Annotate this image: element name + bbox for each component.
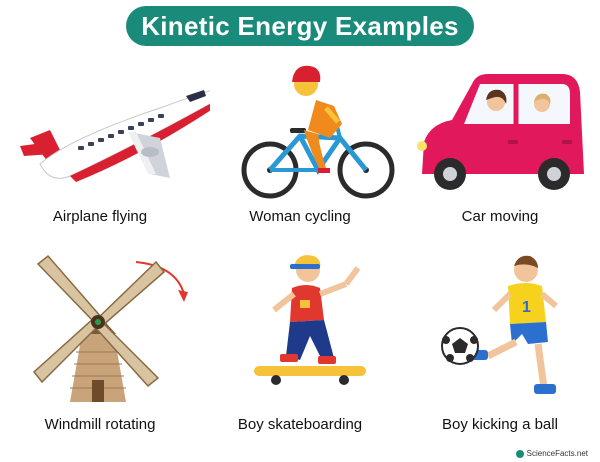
example-airplane: Airplane flying: [0, 60, 210, 240]
logo-text: ScienceFacts.net: [526, 449, 588, 458]
airplane-icon: [20, 90, 210, 182]
example-soccer: 1 Boy kicking a ball: [400, 250, 600, 440]
logo-mark-icon: [515, 449, 524, 458]
caption-soccer: Boy kicking a ball: [442, 416, 558, 433]
caption-skateboarder: Boy skateboarding: [237, 416, 363, 433]
skateboarder-icon: [254, 255, 366, 385]
example-windmill: Windmill rotating: [0, 250, 200, 440]
example-cyclist: Woman cycling: [200, 60, 400, 240]
caption-cyclist: Woman cycling: [249, 208, 351, 225]
example-skateboarder: Boy skateboarding: [200, 250, 400, 440]
cyclist-icon: [241, 65, 395, 199]
caption-airplane: Airplane flying: [52, 208, 148, 225]
caption-windmill: Windmill rotating: [44, 416, 156, 433]
caption-car: Car moving: [461, 208, 539, 225]
site-logo: ScienceFacts.net: [515, 449, 588, 458]
soccer-player-icon: 1: [441, 255, 558, 394]
title-banner: Kinetic Energy Examples: [126, 6, 474, 46]
example-car: Car moving: [400, 60, 600, 240]
car-icon: [417, 74, 584, 190]
windmill-icon: [32, 254, 188, 402]
svg-text:1: 1: [522, 299, 531, 316]
page-title: Kinetic Energy Examples: [141, 10, 459, 41]
